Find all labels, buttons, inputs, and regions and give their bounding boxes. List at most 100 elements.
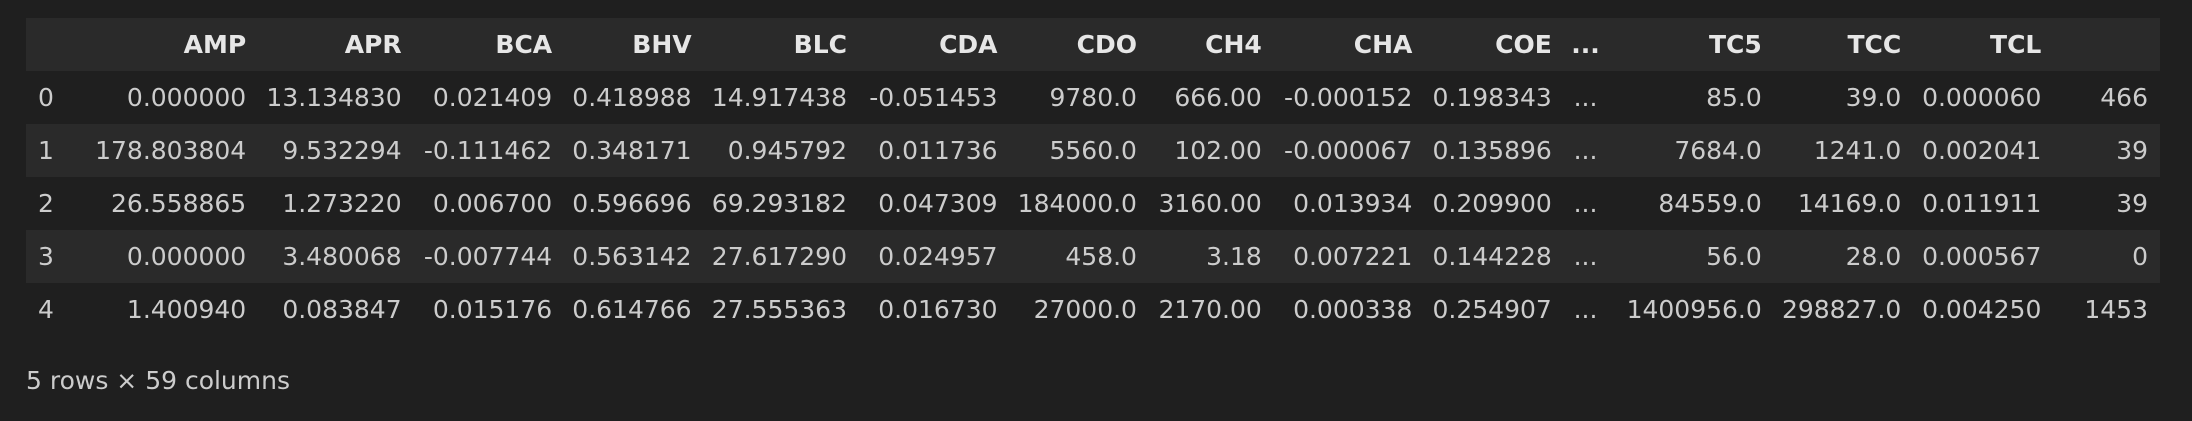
table-cell: -0.007744 [413, 230, 565, 283]
column-header: AMP [85, 18, 259, 71]
row-index: 1 [26, 124, 86, 177]
table-cell: 0.013934 [1273, 177, 1425, 230]
table-cell: 13.134830 [258, 71, 414, 124]
table-cell: 1400956.0 [1607, 283, 1774, 332]
row-index: 4 [26, 283, 86, 332]
column-header: BCA [413, 18, 565, 71]
table-cell: 0.945792 [703, 124, 859, 177]
column-header: TCL [1913, 18, 2054, 71]
table-cell: -0.000067 [1273, 124, 1425, 177]
table-cell: 1453 [2053, 283, 2160, 332]
table-cell: 102.00 [1148, 124, 1274, 177]
column-header [2053, 18, 2160, 71]
table-cell: 0.002041 [1913, 124, 2054, 177]
table-cell: 1.273220 [258, 177, 414, 230]
row-index: 2 [26, 177, 86, 230]
table-cell: 0.047309 [859, 177, 1010, 230]
column-header: BHV [564, 18, 704, 71]
column-header: CDO [1009, 18, 1149, 71]
column-header: CH4 [1148, 18, 1274, 71]
table-cell: 458.0 [1009, 230, 1149, 283]
table-cell: 1241.0 [1773, 124, 1914, 177]
dataframe-shape-note: 5 rows × 59 columns [26, 366, 291, 395]
table-cell: 0.563142 [564, 230, 704, 283]
table-cell: 27000.0 [1009, 283, 1149, 332]
row-index: 3 [26, 230, 86, 283]
column-header: CDA [859, 18, 1010, 71]
column-header: COE [1424, 18, 1564, 71]
column-header: APR [258, 18, 414, 71]
header-row: AMP APR BCA BHV BLC CDA CDO CH4 CHA COE … [26, 18, 2160, 71]
table-cell: 0.614766 [564, 283, 704, 332]
table-cell: 178.803804 [85, 124, 259, 177]
table-cell: 39.0 [1773, 71, 1914, 124]
table-cell: 9780.0 [1009, 71, 1149, 124]
table-cell: 84559.0 [1607, 177, 1774, 230]
table-cell: 0.000338 [1273, 283, 1425, 332]
table-cell: 0.007221 [1273, 230, 1425, 283]
table-cell: 39 [2053, 177, 2160, 230]
table-row: 2 26.558865 1.273220 0.006700 0.596696 6… [26, 177, 2160, 230]
table-cell: 0.596696 [564, 177, 704, 230]
table-cell: 0.000060 [1913, 71, 2054, 124]
table-cell: 0.000000 [85, 71, 259, 124]
table-cell-ellipsis: ... [1563, 71, 1608, 124]
table-cell: 3.18 [1148, 230, 1274, 283]
table-row: 0 0.000000 13.134830 0.021409 0.418988 1… [26, 71, 2160, 124]
table-cell: 0.348171 [564, 124, 704, 177]
table-cell: 14.917438 [703, 71, 859, 124]
table-cell: -0.000152 [1273, 71, 1425, 124]
table-cell: 9.532294 [258, 124, 414, 177]
index-header [26, 18, 86, 71]
table-cell: 0.024957 [859, 230, 1010, 283]
table-cell: 27.617290 [703, 230, 859, 283]
table-cell: 666.00 [1148, 71, 1274, 124]
table-cell: 0.000000 [85, 230, 259, 283]
table-cell: 0.000567 [1913, 230, 2054, 283]
table-cell: 0 [2053, 230, 2160, 283]
table-cell: 298827.0 [1773, 283, 1914, 332]
table-cell-ellipsis: ... [1563, 283, 1608, 332]
table-cell: 56.0 [1607, 230, 1774, 283]
table-cell: 0.015176 [413, 283, 565, 332]
table-row: 3 0.000000 3.480068 -0.007744 0.563142 2… [26, 230, 2160, 283]
column-header: TC5 [1607, 18, 1774, 71]
table-cell: 1.400940 [85, 283, 259, 332]
table-cell: 466 [2053, 71, 2160, 124]
table-cell: 0.006700 [413, 177, 565, 230]
table-row: 4 1.400940 0.083847 0.015176 0.614766 27… [26, 283, 2160, 332]
table-cell: 27.555363 [703, 283, 859, 332]
table-cell: 28.0 [1773, 230, 1914, 283]
table-cell: 0.209900 [1424, 177, 1564, 230]
table-cell: 26.558865 [85, 177, 259, 230]
table-cell: -0.111462 [413, 124, 565, 177]
table-cell: 2170.00 [1148, 283, 1274, 332]
table-cell: 0.021409 [413, 71, 565, 124]
column-header: CHA [1273, 18, 1425, 71]
table-cell: 0.144228 [1424, 230, 1564, 283]
column-ellipsis: ... [1563, 18, 1608, 71]
table-cell: 0.083847 [258, 283, 414, 332]
table-cell: 0.016730 [859, 283, 1010, 332]
column-header: TCC [1773, 18, 1914, 71]
table-cell: -0.051453 [859, 71, 1010, 124]
dataframe-table: AMP APR BCA BHV BLC CDA CDO CH4 CHA COE … [26, 18, 2160, 332]
row-index: 0 [26, 71, 86, 124]
table-cell: 39 [2053, 124, 2160, 177]
table-cell: 69.293182 [703, 177, 859, 230]
table-cell: 3160.00 [1148, 177, 1274, 230]
table-cell: 85.0 [1607, 71, 1774, 124]
table-cell: 7684.0 [1607, 124, 1774, 177]
table-cell: 0.254907 [1424, 283, 1564, 332]
table-row: 1 178.803804 9.532294 -0.111462 0.348171… [26, 124, 2160, 177]
table-cell: 0.418988 [564, 71, 704, 124]
table-cell: 14169.0 [1773, 177, 1914, 230]
table-cell-ellipsis: ... [1563, 177, 1608, 230]
table-cell: 0.198343 [1424, 71, 1564, 124]
table-cell: 0.004250 [1913, 283, 2054, 332]
table-cell: 0.135896 [1424, 124, 1564, 177]
table-cell-ellipsis: ... [1563, 230, 1608, 283]
table-cell-ellipsis: ... [1563, 124, 1608, 177]
dataframe-scroll-viewport[interactable]: AMP APR BCA BHV BLC CDA CDO CH4 CHA COE … [26, 18, 2160, 332]
